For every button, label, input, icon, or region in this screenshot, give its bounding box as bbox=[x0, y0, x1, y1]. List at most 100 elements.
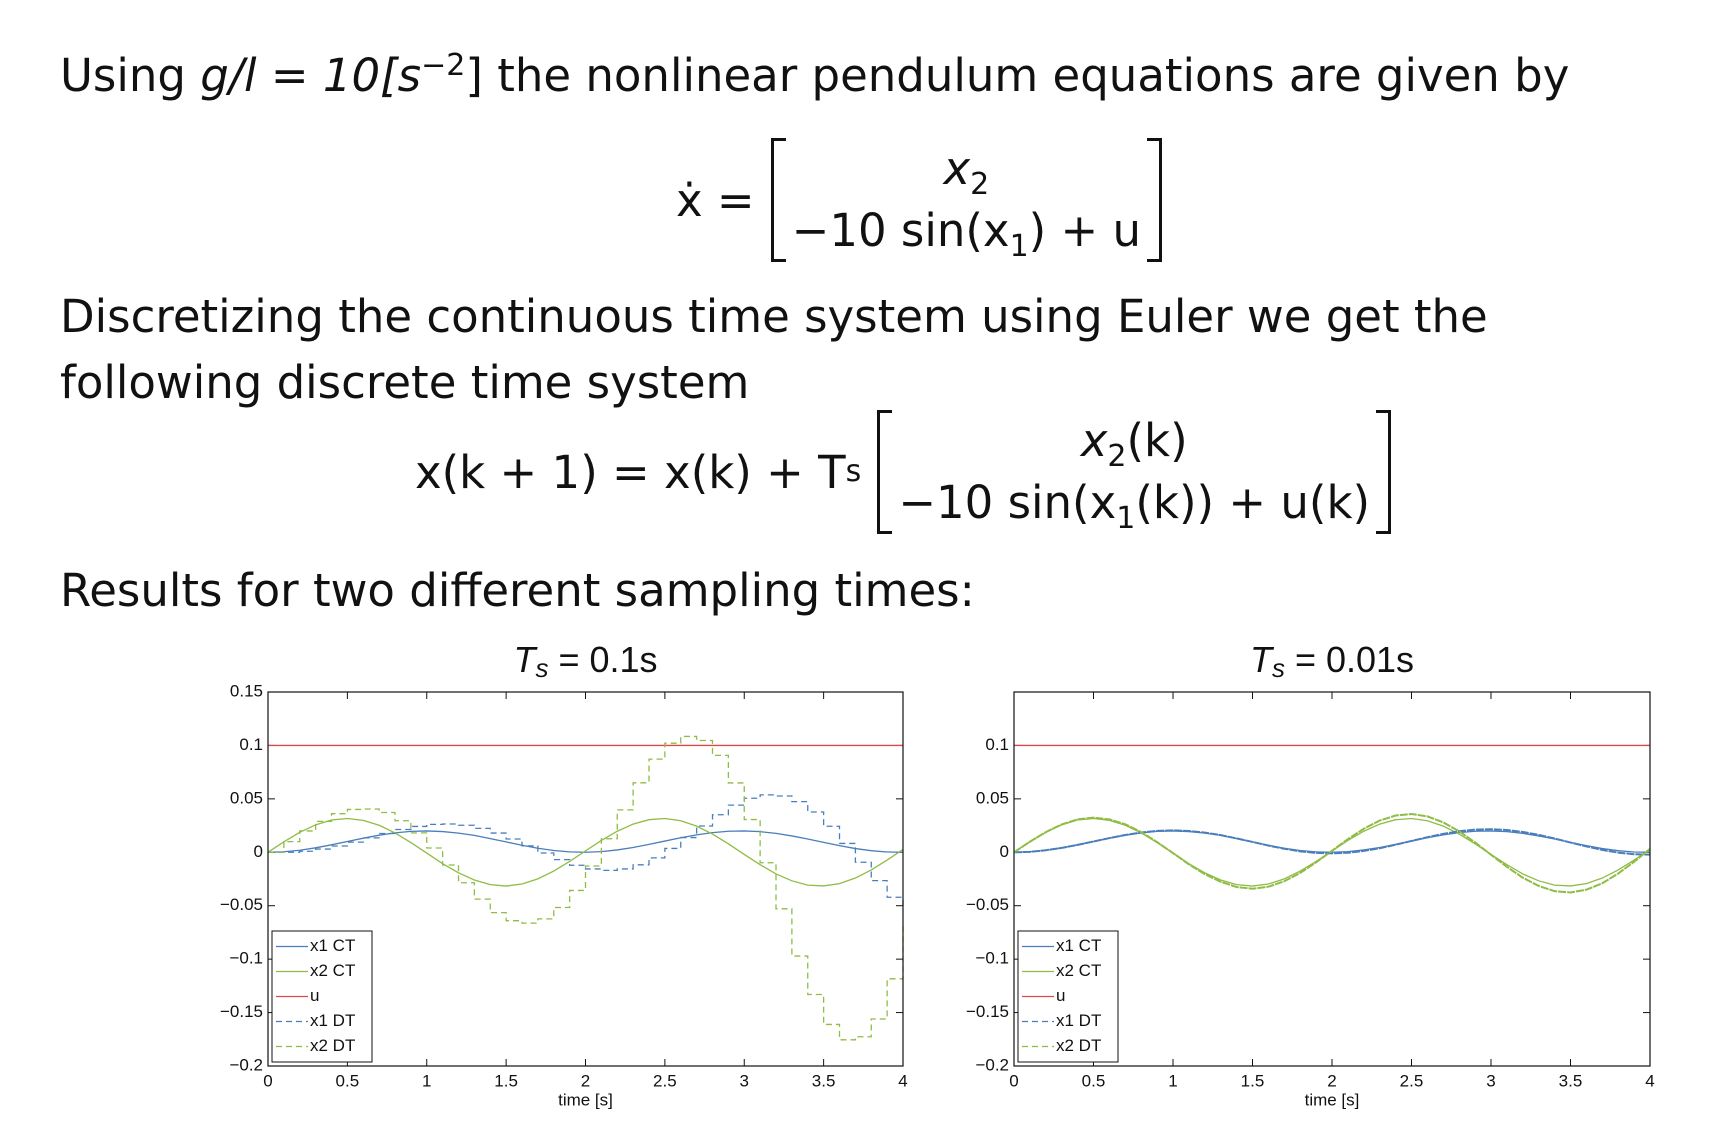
legend-label: x1 DT bbox=[1056, 1011, 1101, 1030]
y-tick-label: −0.05 bbox=[966, 895, 1009, 914]
x-tick-label: 3.5 bbox=[812, 1071, 836, 1090]
x-tick-label: 2.5 bbox=[653, 1071, 677, 1090]
math-subscript: 2 bbox=[1107, 439, 1127, 474]
series-line bbox=[268, 735, 904, 1041]
y-tick-label: −0.1 bbox=[229, 949, 263, 968]
matrix: x2(k) −10 sin(x1(k)) + u(k) bbox=[877, 410, 1392, 534]
results-paragraph: Results for two different sampling times… bbox=[60, 558, 975, 624]
math: ] bbox=[465, 49, 483, 102]
plot-frame bbox=[267, 691, 904, 1067]
legend-label: x2 DT bbox=[310, 1036, 355, 1055]
bracket bbox=[770, 138, 786, 262]
legend-label: x1 DT bbox=[310, 1011, 355, 1030]
x-tick-label: 2 bbox=[1327, 1071, 1336, 1090]
legend-label: x2 DT bbox=[1056, 1036, 1101, 1055]
series-line bbox=[1013, 830, 1651, 853]
legend-label: x1 CT bbox=[1056, 936, 1101, 955]
y-tick-label: −0.15 bbox=[220, 1002, 263, 1021]
x-axis-label: time [s] bbox=[1305, 1090, 1360, 1109]
matrix-row: x2(k) bbox=[1081, 410, 1188, 472]
text: the nonlinear pendulum equations are giv… bbox=[497, 49, 1570, 102]
math: −10 sin(x bbox=[898, 476, 1117, 529]
x-tick-label: 1.5 bbox=[1241, 1071, 1265, 1090]
legend-label: x2 CT bbox=[1056, 961, 1101, 980]
x-tick-label: 0 bbox=[263, 1071, 272, 1090]
matrix-rows: x2(k) −10 sin(x1(k)) + u(k) bbox=[892, 410, 1376, 534]
bracket bbox=[877, 410, 893, 534]
math: x bbox=[1080, 414, 1108, 467]
title-symbol: T bbox=[513, 639, 538, 680]
math: g/l = 10[s bbox=[200, 49, 422, 102]
title-symbol: T bbox=[1250, 639, 1275, 680]
x-tick-label: 0.5 bbox=[336, 1071, 360, 1090]
x-tick-label: 1.5 bbox=[494, 1071, 518, 1090]
legend-label: u bbox=[1056, 986, 1065, 1005]
matrix-row: x2 bbox=[943, 138, 989, 200]
y-tick-label: −0.1 bbox=[975, 949, 1009, 968]
series-line bbox=[268, 794, 904, 910]
y-tick-label: −0.2 bbox=[975, 1055, 1009, 1074]
math: (k)) + u(k) bbox=[1135, 476, 1371, 529]
y-tick-label: −0.05 bbox=[220, 895, 263, 914]
legend-label: x1 CT bbox=[310, 936, 355, 955]
math: (k) bbox=[1126, 414, 1188, 467]
title-text: = 0.1s bbox=[548, 639, 657, 680]
x-axis-label: time [s] bbox=[558, 1090, 613, 1109]
y-tick-label: 0.1 bbox=[239, 735, 263, 754]
matrix-rows: x2 −10 sin(x1) + u bbox=[786, 138, 1147, 262]
y-tick-label: −0.2 bbox=[229, 1055, 263, 1074]
chart-title: Ts = 0.01s bbox=[1250, 639, 1414, 683]
x-tick-label: 1 bbox=[1168, 1071, 1177, 1090]
math-superscript: −2 bbox=[421, 48, 466, 83]
bracket bbox=[1376, 410, 1392, 534]
x-tick-label: 0 bbox=[1009, 1071, 1018, 1090]
x-tick-label: 0.5 bbox=[1082, 1071, 1106, 1090]
x-tick-label: 3 bbox=[740, 1071, 749, 1090]
y-tick-label: 0.1 bbox=[985, 735, 1009, 754]
matrix: x2 −10 sin(x1) + u bbox=[770, 138, 1163, 262]
math: x bbox=[943, 142, 971, 195]
x-tick-label: 2.5 bbox=[1400, 1071, 1424, 1090]
x-tick-label: 4 bbox=[898, 1071, 907, 1090]
y-tick-label: −0.15 bbox=[966, 1002, 1009, 1021]
math: −10 sin(x bbox=[791, 204, 1010, 257]
y-tick-label: 0 bbox=[1000, 842, 1009, 861]
y-tick-label: 0.15 bbox=[230, 681, 263, 700]
series-line bbox=[267, 817, 904, 887]
plot-frame bbox=[1013, 691, 1651, 1067]
math-subscript: 2 bbox=[970, 167, 990, 202]
title-subscript: s bbox=[1272, 653, 1285, 683]
legend-label: u bbox=[310, 986, 319, 1005]
series-line bbox=[267, 830, 904, 853]
equation-lhs: x(k + 1) = x(k) + T bbox=[415, 445, 846, 499]
x-tick-label: 3 bbox=[1486, 1071, 1495, 1090]
matrix-row: −10 sin(x1(k)) + u(k) bbox=[898, 472, 1370, 534]
matrix-row: −10 sin(x1) + u bbox=[792, 200, 1141, 262]
text: Using bbox=[60, 49, 186, 102]
math-subscript: 1 bbox=[1009, 229, 1029, 264]
text: Discretizing the continuous time system … bbox=[60, 290, 1488, 409]
legend-label: x2 CT bbox=[310, 961, 355, 980]
y-tick-label: 0.05 bbox=[976, 788, 1009, 807]
y-tick-label: 0.05 bbox=[230, 788, 263, 807]
title-text: = 0.01s bbox=[1285, 639, 1414, 680]
y-tick-label: 0 bbox=[254, 842, 263, 861]
series-line bbox=[1013, 813, 1651, 894]
math: ) + u bbox=[1028, 204, 1142, 257]
text: Results for two different sampling times… bbox=[60, 564, 975, 617]
equation-lhs: ẋ = bbox=[676, 173, 755, 227]
title-subscript: s bbox=[535, 653, 548, 683]
series-line bbox=[1013, 828, 1651, 856]
bracket bbox=[1147, 138, 1163, 262]
equation: ẋ = x2 −10 sin(x1) + u bbox=[676, 138, 1163, 262]
x-tick-label: 3.5 bbox=[1559, 1071, 1583, 1090]
chart-title: Ts = 0.1s bbox=[513, 639, 657, 683]
intro-paragraph: Using g/l = 10[s−2] the nonlinear pendul… bbox=[60, 43, 1569, 109]
x-tick-label: 2 bbox=[581, 1071, 590, 1090]
math-subscript: 1 bbox=[1116, 501, 1136, 536]
discretize-paragraph: Discretizing the continuous time system … bbox=[60, 284, 1680, 416]
x-tick-label: 4 bbox=[1645, 1071, 1654, 1090]
